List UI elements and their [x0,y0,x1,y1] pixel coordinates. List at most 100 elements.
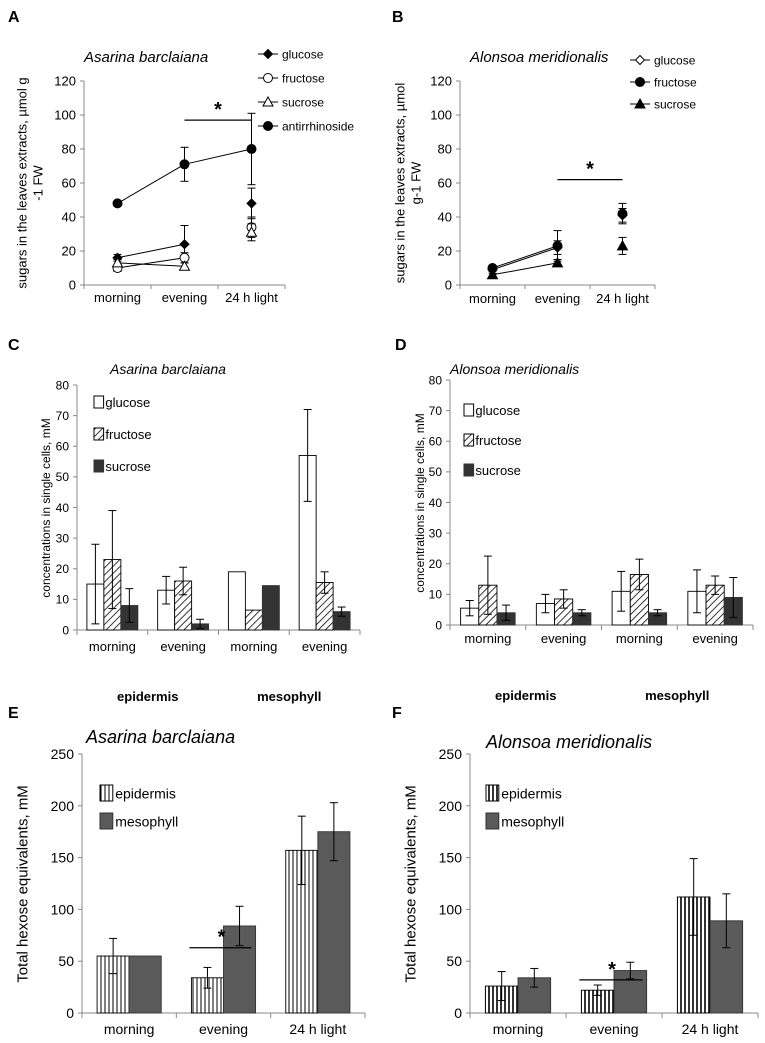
series-glucose [460,569,707,626]
panel-letter: A [8,9,20,26]
x-tick-label: evening [589,1021,638,1037]
legend-label: fructose [475,433,521,448]
legend-marker [263,121,273,131]
data-point [246,198,257,209]
y-tick-label: 200 [51,798,75,814]
chart-title: Alonsoa meridionalis [469,49,609,66]
legend-label: fructose [105,427,151,442]
data-point [616,239,629,251]
legend-swatch [485,812,500,830]
legend-item-epidermis: epidermis [485,784,562,802]
y-tick-label: 0 [454,1005,462,1021]
series-sucrose [111,223,258,271]
y-tick-label: 150 [439,850,463,866]
significance-star: * [214,99,222,121]
legend-item-mesophyll: mesophyll [99,812,178,830]
series-glucose [86,409,317,631]
y-tick-label: 50 [446,953,462,969]
bar [317,831,351,1014]
y-tick-label: 30 [429,526,443,540]
bar [261,585,280,631]
legend-item-sucrose: sucrose [93,459,151,474]
y-tick-label: 80 [429,373,443,387]
legend-item-glucose: glucose [258,48,324,62]
legend-item-fructose: fructose [630,76,697,90]
legend-marker [635,77,645,87]
series-glucose [112,187,257,264]
y-tick-label: 20 [429,557,443,571]
y-axis-label: concentrations in single cells, mM [39,418,53,597]
y-axis-label: Total hexose equivalents, mM [402,785,419,983]
x-tick-label: evening [199,1021,248,1037]
y-tick-label: 120 [430,74,452,89]
y-tick-label: 0 [445,278,452,293]
legend-label: mesophyll [115,813,178,829]
legend-item-glucose: glucose [463,403,520,418]
x-tick-label: morning [493,1021,544,1037]
legend-label: sucrose [475,463,521,478]
y-tick-label: 60 [438,176,452,191]
y-axis-label-line: Total hexose equivalents, mM [402,785,419,983]
data-point [486,268,499,280]
y-tick-label: 50 [56,470,70,484]
x-tick-label: evening [692,631,738,646]
x-group-label: mesophyll [257,689,321,704]
chart-panel-E: 0 50 100 150 200 250 E Asarina barclaiana Total … [8,705,366,1037]
panel-letter: D [395,337,407,354]
legend-label: glucose [475,403,520,418]
series-sucrose [486,236,629,280]
legend-label: glucose [105,395,150,410]
x-tick-label: morning [89,639,136,654]
x-tick-label: evening [162,290,208,305]
y-tick-label: 100 [439,901,463,917]
x-tick-label: morning [616,631,663,646]
legend-item-fructose: fructose [93,427,152,442]
legend-swatch [93,427,105,441]
series-line-segment [117,163,185,204]
y-tick-label: 120 [54,74,76,89]
legend-label: glucose [282,48,324,62]
y-tick-label: 0 [69,278,76,293]
y-tick-label: 70 [56,409,70,423]
legend-item-mesophyll: mesophyll [485,812,564,830]
x-tick-label: 24 h light [225,290,278,305]
legend-swatch [463,433,475,447]
chart-title: Asarina barclaiana [83,49,208,66]
y-tick-label: 60 [62,176,76,191]
legend-item-sucrose: sucrose [630,98,696,112]
y-axis-label: Total hexose equivalents, mM [14,785,31,983]
chart-panel-A: 0 20 40 60 80 100 120 A Asarina barclaiana sugars… [8,9,354,305]
legend-swatch [463,463,475,477]
x-tick-label: evening [302,639,348,654]
series-line-segment [492,262,558,276]
chart-title: Alonsoa meridionalis [449,361,579,377]
y-tick-label: 250 [51,746,75,762]
panel-letter: B [392,9,404,26]
bar [128,955,162,1014]
y-tick-label: 20 [62,244,76,259]
y-tick-label: 40 [62,210,76,225]
legend-swatch [99,812,114,830]
series-epidermis [96,815,319,1014]
data-point [112,198,123,209]
data-point [552,240,563,251]
legend-label: sucrose [282,96,324,110]
y-tick-label: 20 [56,562,70,576]
legend-swatch [99,784,114,802]
series-line-segment [117,257,185,269]
chart-panel-C: 0 10 20 30 40 50 60 70 80 C Asarina barclaiana conc… [8,337,361,704]
panel-letter: F [392,705,402,722]
y-tick-label: 100 [51,901,75,917]
series-line-segment [117,262,185,267]
data-point [245,226,258,237]
series-mesophyll [128,802,351,1014]
legend-swatch [485,784,500,802]
y-tick-label: 0 [62,623,69,637]
y-tick-label: 10 [56,593,70,607]
significance-star: * [586,159,594,181]
series-sucrose [120,585,351,631]
data-point [111,256,124,268]
panel-letter: E [8,705,19,722]
legend-swatch [463,403,475,417]
